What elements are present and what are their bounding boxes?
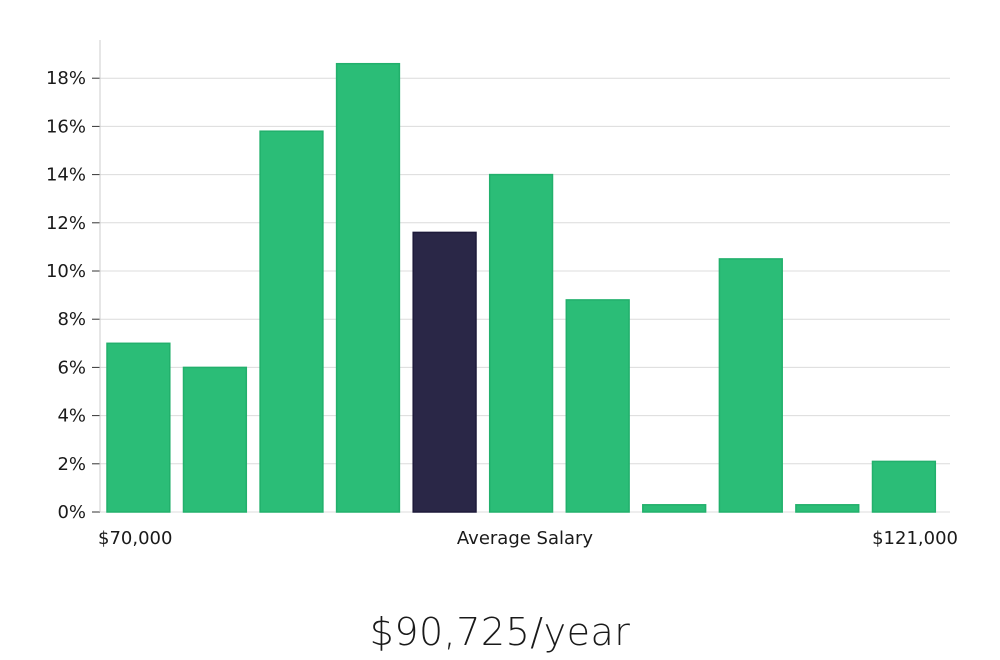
salary-histogram: 0% 2% 4% 6% 8% 10% 12% 14% 16% 18% bbox=[46, 40, 950, 523]
bar bbox=[106, 342, 171, 513]
bar bbox=[642, 504, 707, 513]
bar bbox=[182, 366, 248, 513]
bar bbox=[718, 258, 783, 513]
bar bbox=[565, 299, 630, 513]
y-tick-label: 10% bbox=[46, 261, 86, 282]
y-tick-label: 14% bbox=[46, 165, 86, 186]
y-tick-label: 0% bbox=[57, 502, 86, 523]
x-axis-min-label: $70,000 bbox=[98, 528, 173, 549]
bar bbox=[259, 130, 324, 513]
bar-highlighted bbox=[412, 231, 477, 513]
y-tick-label: 16% bbox=[46, 116, 86, 137]
bar bbox=[335, 62, 401, 513]
average-salary-value: $90,725/year bbox=[369, 610, 631, 654]
bars bbox=[106, 62, 937, 513]
x-axis-label: Average Salary bbox=[456, 528, 594, 549]
y-tick-label: 4% bbox=[57, 406, 86, 427]
bar bbox=[871, 460, 937, 513]
bar bbox=[488, 173, 554, 513]
y-tick-label: 6% bbox=[57, 357, 86, 378]
bar bbox=[795, 504, 860, 513]
y-tick-label: 18% bbox=[46, 68, 86, 89]
y-tick-label: 2% bbox=[57, 454, 86, 475]
x-axis-max-label: $121,000 bbox=[872, 528, 958, 549]
y-axis-ticks: 0% 2% 4% 6% 8% 10% 12% 14% 16% 18% bbox=[46, 68, 100, 523]
y-tick-label: 8% bbox=[57, 309, 86, 330]
y-tick-label: 12% bbox=[46, 213, 86, 234]
